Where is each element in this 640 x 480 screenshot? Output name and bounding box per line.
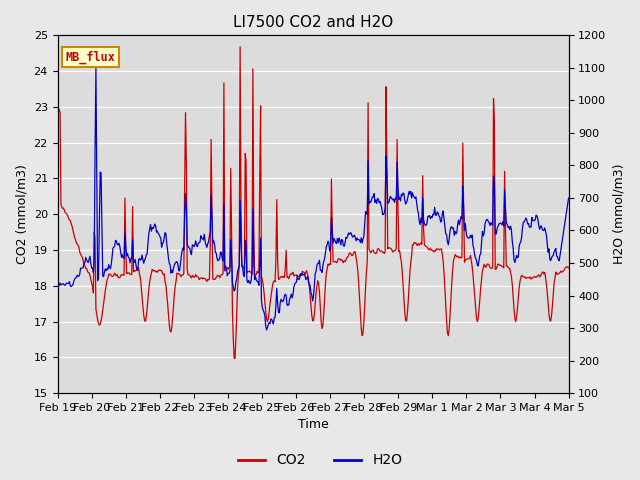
Y-axis label: CO2 (mmol/m3): CO2 (mmol/m3): [15, 164, 28, 264]
Title: LI7500 CO2 and H2O: LI7500 CO2 and H2O: [233, 15, 393, 30]
Text: MB_flux: MB_flux: [65, 50, 115, 64]
Legend: CO2, H2O: CO2, H2O: [232, 448, 408, 473]
Y-axis label: H2O (mmol/m3): H2O (mmol/m3): [612, 164, 625, 264]
X-axis label: Time: Time: [298, 419, 328, 432]
